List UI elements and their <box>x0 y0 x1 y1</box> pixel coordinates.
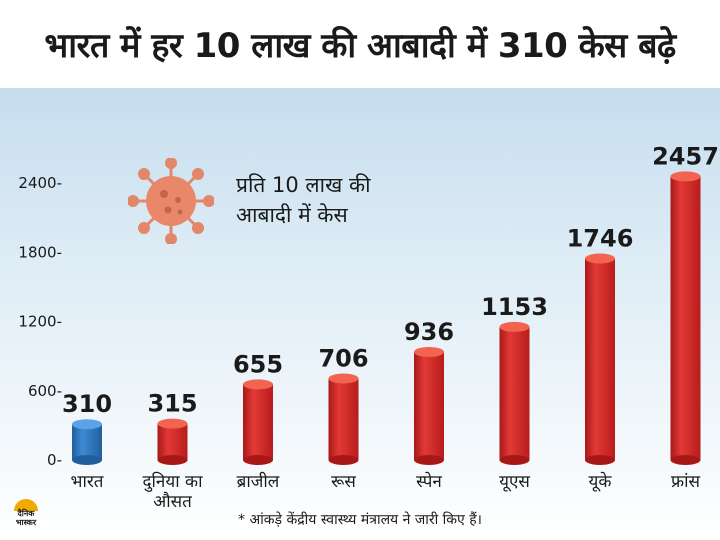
logo-sun-icon <box>14 499 38 511</box>
virus-icon <box>127 157 215 248</box>
labels: 310 भारत 315 दुनिया काऔसत 655 ब्राजील 706 रूस 93… <box>62 142 719 512</box>
bar-base <box>414 455 444 465</box>
value-label: 936 <box>404 318 454 346</box>
category-label: औसत <box>153 491 192 512</box>
bar-base <box>243 455 273 465</box>
legend-line-1: प्रति 10 लाख की <box>236 173 371 197</box>
bar <box>157 418 188 465</box>
bar-body <box>499 326 530 460</box>
bar-body <box>585 258 615 460</box>
category-label: दुनिया का <box>143 471 204 492</box>
bars <box>72 171 701 465</box>
bar <box>243 379 273 465</box>
footnote: * आंकड़े केंद्रीय स्वास्थ्य मंत्रालय ने … <box>238 512 482 528</box>
y-tick-label: 600- <box>28 382 62 400</box>
bar-body <box>328 378 359 460</box>
bar-cap <box>72 419 102 430</box>
value-label: 706 <box>318 345 368 373</box>
bar-cap <box>414 346 444 357</box>
brand-logo: दैनिक भास्कर <box>6 495 46 531</box>
y-axis: 0- 600- 1200- 1800- 2400- <box>18 174 62 469</box>
bar-body <box>72 424 102 460</box>
bar-body <box>243 384 273 460</box>
title-bar: भारत में हर 10 लाख की आबादी में 310 केस … <box>0 0 720 88</box>
bar <box>585 253 615 465</box>
bar-cap <box>585 253 615 264</box>
bar <box>414 346 444 465</box>
logo-line-1: दैनिक <box>17 509 35 518</box>
category-label: यूएस <box>499 472 530 492</box>
category-label: ब्राजील <box>237 471 280 492</box>
bar-cap <box>499 321 530 332</box>
value-label: 655 <box>233 350 283 378</box>
bar-body <box>414 351 444 460</box>
bar-cap <box>157 418 188 429</box>
bar-cap <box>670 171 701 182</box>
y-tick-label: 0- <box>47 451 62 469</box>
legend-line-2: आबादी में केस <box>236 203 348 227</box>
bar-base <box>328 455 359 465</box>
y-tick-label: 1200- <box>18 313 62 331</box>
y-tick-label: 2400- <box>18 174 62 192</box>
page-title: भारत में हर 10 लाख की आबादी में 310 केस … <box>44 26 676 66</box>
bar-base <box>499 455 530 465</box>
bar-body <box>670 176 701 460</box>
category-label: रूस <box>331 472 356 492</box>
logo-line-2: भास्कर <box>15 518 37 527</box>
bar-base <box>670 455 701 465</box>
bar-body <box>157 423 188 460</box>
bar-cap <box>243 379 273 390</box>
legend-text: प्रति 10 लाख की आबादी में केस <box>236 170 436 230</box>
category-label: यूके <box>589 471 613 492</box>
bar <box>670 171 701 465</box>
bar-base <box>585 455 615 465</box>
value-label: 315 <box>147 390 197 418</box>
value-label: 2457 <box>652 142 719 170</box>
value-label: 1153 <box>481 293 548 321</box>
value-label: 310 <box>62 390 112 418</box>
bar <box>499 321 530 465</box>
category-label: भारत <box>71 472 104 492</box>
bar-base <box>157 455 188 465</box>
bar-cap <box>328 373 359 384</box>
value-label: 1746 <box>567 224 634 252</box>
bar <box>328 373 359 465</box>
category-label: स्पेन <box>416 471 442 492</box>
bar <box>72 419 102 465</box>
bar-base <box>72 455 102 465</box>
y-tick-label: 1800- <box>18 243 62 261</box>
category-label: फ्रांस <box>671 472 701 492</box>
